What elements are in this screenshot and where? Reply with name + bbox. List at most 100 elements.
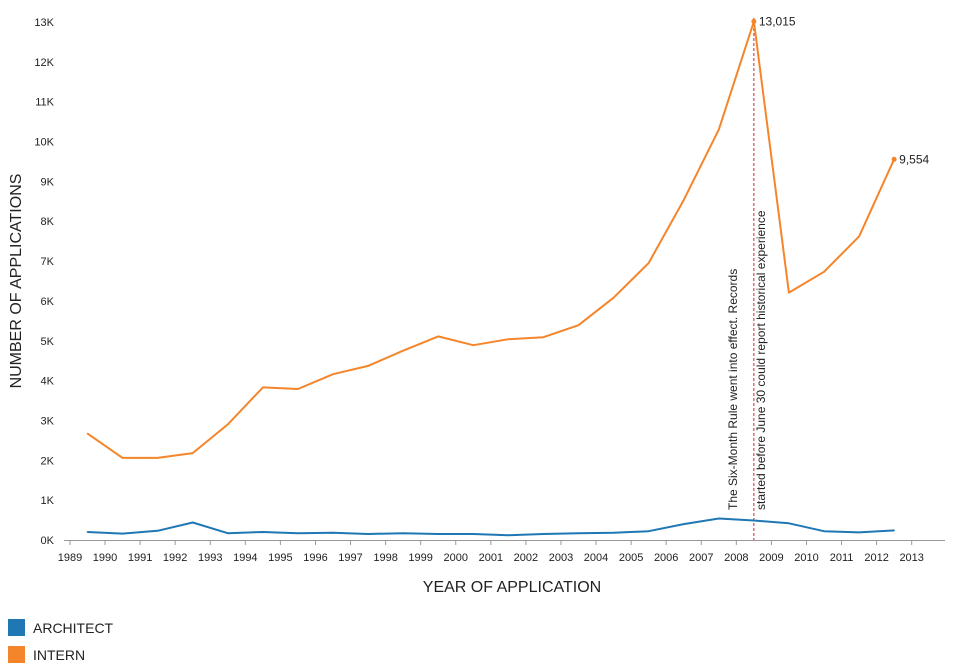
data-point-intern: [262, 386, 264, 389]
data-point-architect: [717, 517, 720, 520]
x-tick-label: 2006: [654, 552, 678, 564]
data-point-intern: [367, 365, 369, 367]
annotation-layer: The Six-Month Rule went into effect. Rec…: [726, 18, 768, 540]
data-point-architect: [156, 530, 159, 532]
x-tick-label: 2002: [514, 552, 538, 564]
y-tick-label: 11K: [35, 97, 54, 109]
data-point-architect: [823, 530, 825, 533]
legend-swatch-architect: [8, 619, 25, 636]
data-point-intern: [577, 324, 580, 327]
data-point-architect: [858, 531, 860, 534]
data-point-architect: [121, 532, 124, 535]
x-tick-label: 1989: [58, 552, 82, 564]
y-tick-label: 4K: [41, 376, 55, 388]
x-tick-label: 1990: [93, 552, 117, 564]
x-tick-label: 2012: [864, 552, 888, 564]
x-tick-label: 2000: [444, 552, 468, 564]
data-point-architect: [472, 533, 475, 535]
data-point-architect: [753, 519, 755, 522]
x-tick-label: 2004: [584, 552, 608, 564]
x-tick-label: 1993: [198, 552, 222, 564]
data-point-architect: [226, 532, 229, 535]
annotation-text: started before June 30 could report hist…: [754, 210, 768, 510]
data-point-intern: [507, 338, 510, 340]
y-tick-label: 8K: [41, 216, 55, 228]
data-point-intern: [682, 199, 685, 201]
x-tick-label: 1998: [373, 552, 397, 564]
x-tick-label: 1996: [303, 552, 327, 564]
data-point-intern: [297, 388, 299, 390]
x-tick-label: 1992: [163, 552, 187, 564]
legend-item-architect: ARCHITECT: [8, 614, 113, 641]
data-point-intern: [226, 423, 229, 426]
data-point-architect: [647, 530, 650, 533]
x-tick-label: 1994: [233, 552, 257, 564]
y-tick-label: 7K: [41, 256, 55, 268]
series-line-architect: [87, 517, 895, 537]
data-point-architect: [191, 521, 194, 524]
data-point-architect: [788, 522, 790, 525]
legend-label-architect: ARCHITECT: [33, 619, 114, 636]
x-tick-label: 2009: [759, 552, 783, 564]
data-point-architect: [682, 523, 685, 525]
y-tick-label: 5K: [41, 336, 55, 348]
data-point-architect: [542, 533, 545, 535]
y-tick-label: 6K: [41, 296, 55, 308]
data-point-intern: [612, 296, 615, 299]
x-tick-label: 2001: [479, 552, 503, 564]
x-tick-label: 2013: [899, 552, 923, 564]
data-point-intern: [647, 262, 650, 264]
data-point-intern: [823, 271, 825, 273]
x-tick-label: 1997: [338, 552, 362, 564]
data-point-intern: [717, 128, 720, 131]
data-point-architect: [507, 534, 510, 537]
data-point-intern: [156, 457, 159, 459]
y-tick-label: 1K: [41, 495, 55, 507]
legend-label-intern: INTERN: [33, 646, 86, 663]
data-point-intern: [191, 452, 194, 454]
x-axis-title: YEAR OF APPLICATION: [423, 579, 601, 596]
x-tick-label: 2011: [830, 552, 854, 564]
x-tick-label: 2003: [549, 552, 573, 564]
y-tick-label: 3K: [41, 415, 55, 427]
data-point-architect: [297, 532, 299, 535]
data-point-intern: [542, 336, 545, 338]
data-point-architect: [612, 532, 615, 534]
data-point-architect: [437, 533, 440, 535]
data-point-intern: [86, 432, 89, 435]
data-point-architect: [332, 532, 334, 534]
x-tick-label: 2008: [724, 552, 748, 564]
data-point-architect: [86, 531, 89, 533]
y-tick-label: 12K: [34, 57, 54, 69]
legend-swatch-intern: [8, 646, 25, 663]
end-label-marker: [751, 18, 757, 24]
y-axis-title: NUMBER OF APPLICATIONS: [8, 174, 25, 389]
x-tick-label: 2005: [619, 552, 643, 564]
data-point-intern: [121, 457, 124, 459]
x-tick-label: 2010: [794, 552, 818, 564]
y-tick-label: 13K: [34, 17, 54, 29]
y-tick-label: 2K: [41, 455, 55, 467]
x-tick-label: 1999: [408, 552, 432, 564]
data-point-architect: [893, 529, 895, 532]
data-point-intern: [472, 344, 475, 346]
data-point-intern: [858, 235, 860, 238]
data-point-architect: [262, 531, 264, 533]
x-tick-label: 1991: [128, 552, 152, 564]
series-layer: [86, 20, 896, 537]
end-value-label: 13,015: [759, 14, 796, 28]
x-tick-label: 2007: [689, 552, 713, 564]
end-label-marker: [891, 156, 897, 162]
end-label-layer: 13,015 9,554: [751, 14, 930, 166]
end-value-label: 9,554: [899, 152, 929, 166]
data-point-architect: [402, 532, 404, 535]
x-tick-label: 1995: [268, 552, 292, 564]
axis-layer: 0K 1K 2K 3K 4K 5K 6K 7K 8K 9K 10K 11K 12K 13K 1989 1990…: [34, 17, 945, 564]
data-point-intern: [788, 291, 790, 294]
y-tick-label: 10K: [34, 137, 54, 149]
data-point-architect: [577, 532, 580, 535]
data-point-intern: [402, 349, 404, 352]
y-tick-label: 0K: [41, 535, 55, 547]
y-tick-label: 9K: [41, 176, 55, 188]
